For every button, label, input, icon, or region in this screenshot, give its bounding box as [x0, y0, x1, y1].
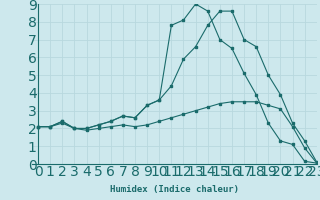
X-axis label: Humidex (Indice chaleur): Humidex (Indice chaleur): [110, 185, 239, 194]
